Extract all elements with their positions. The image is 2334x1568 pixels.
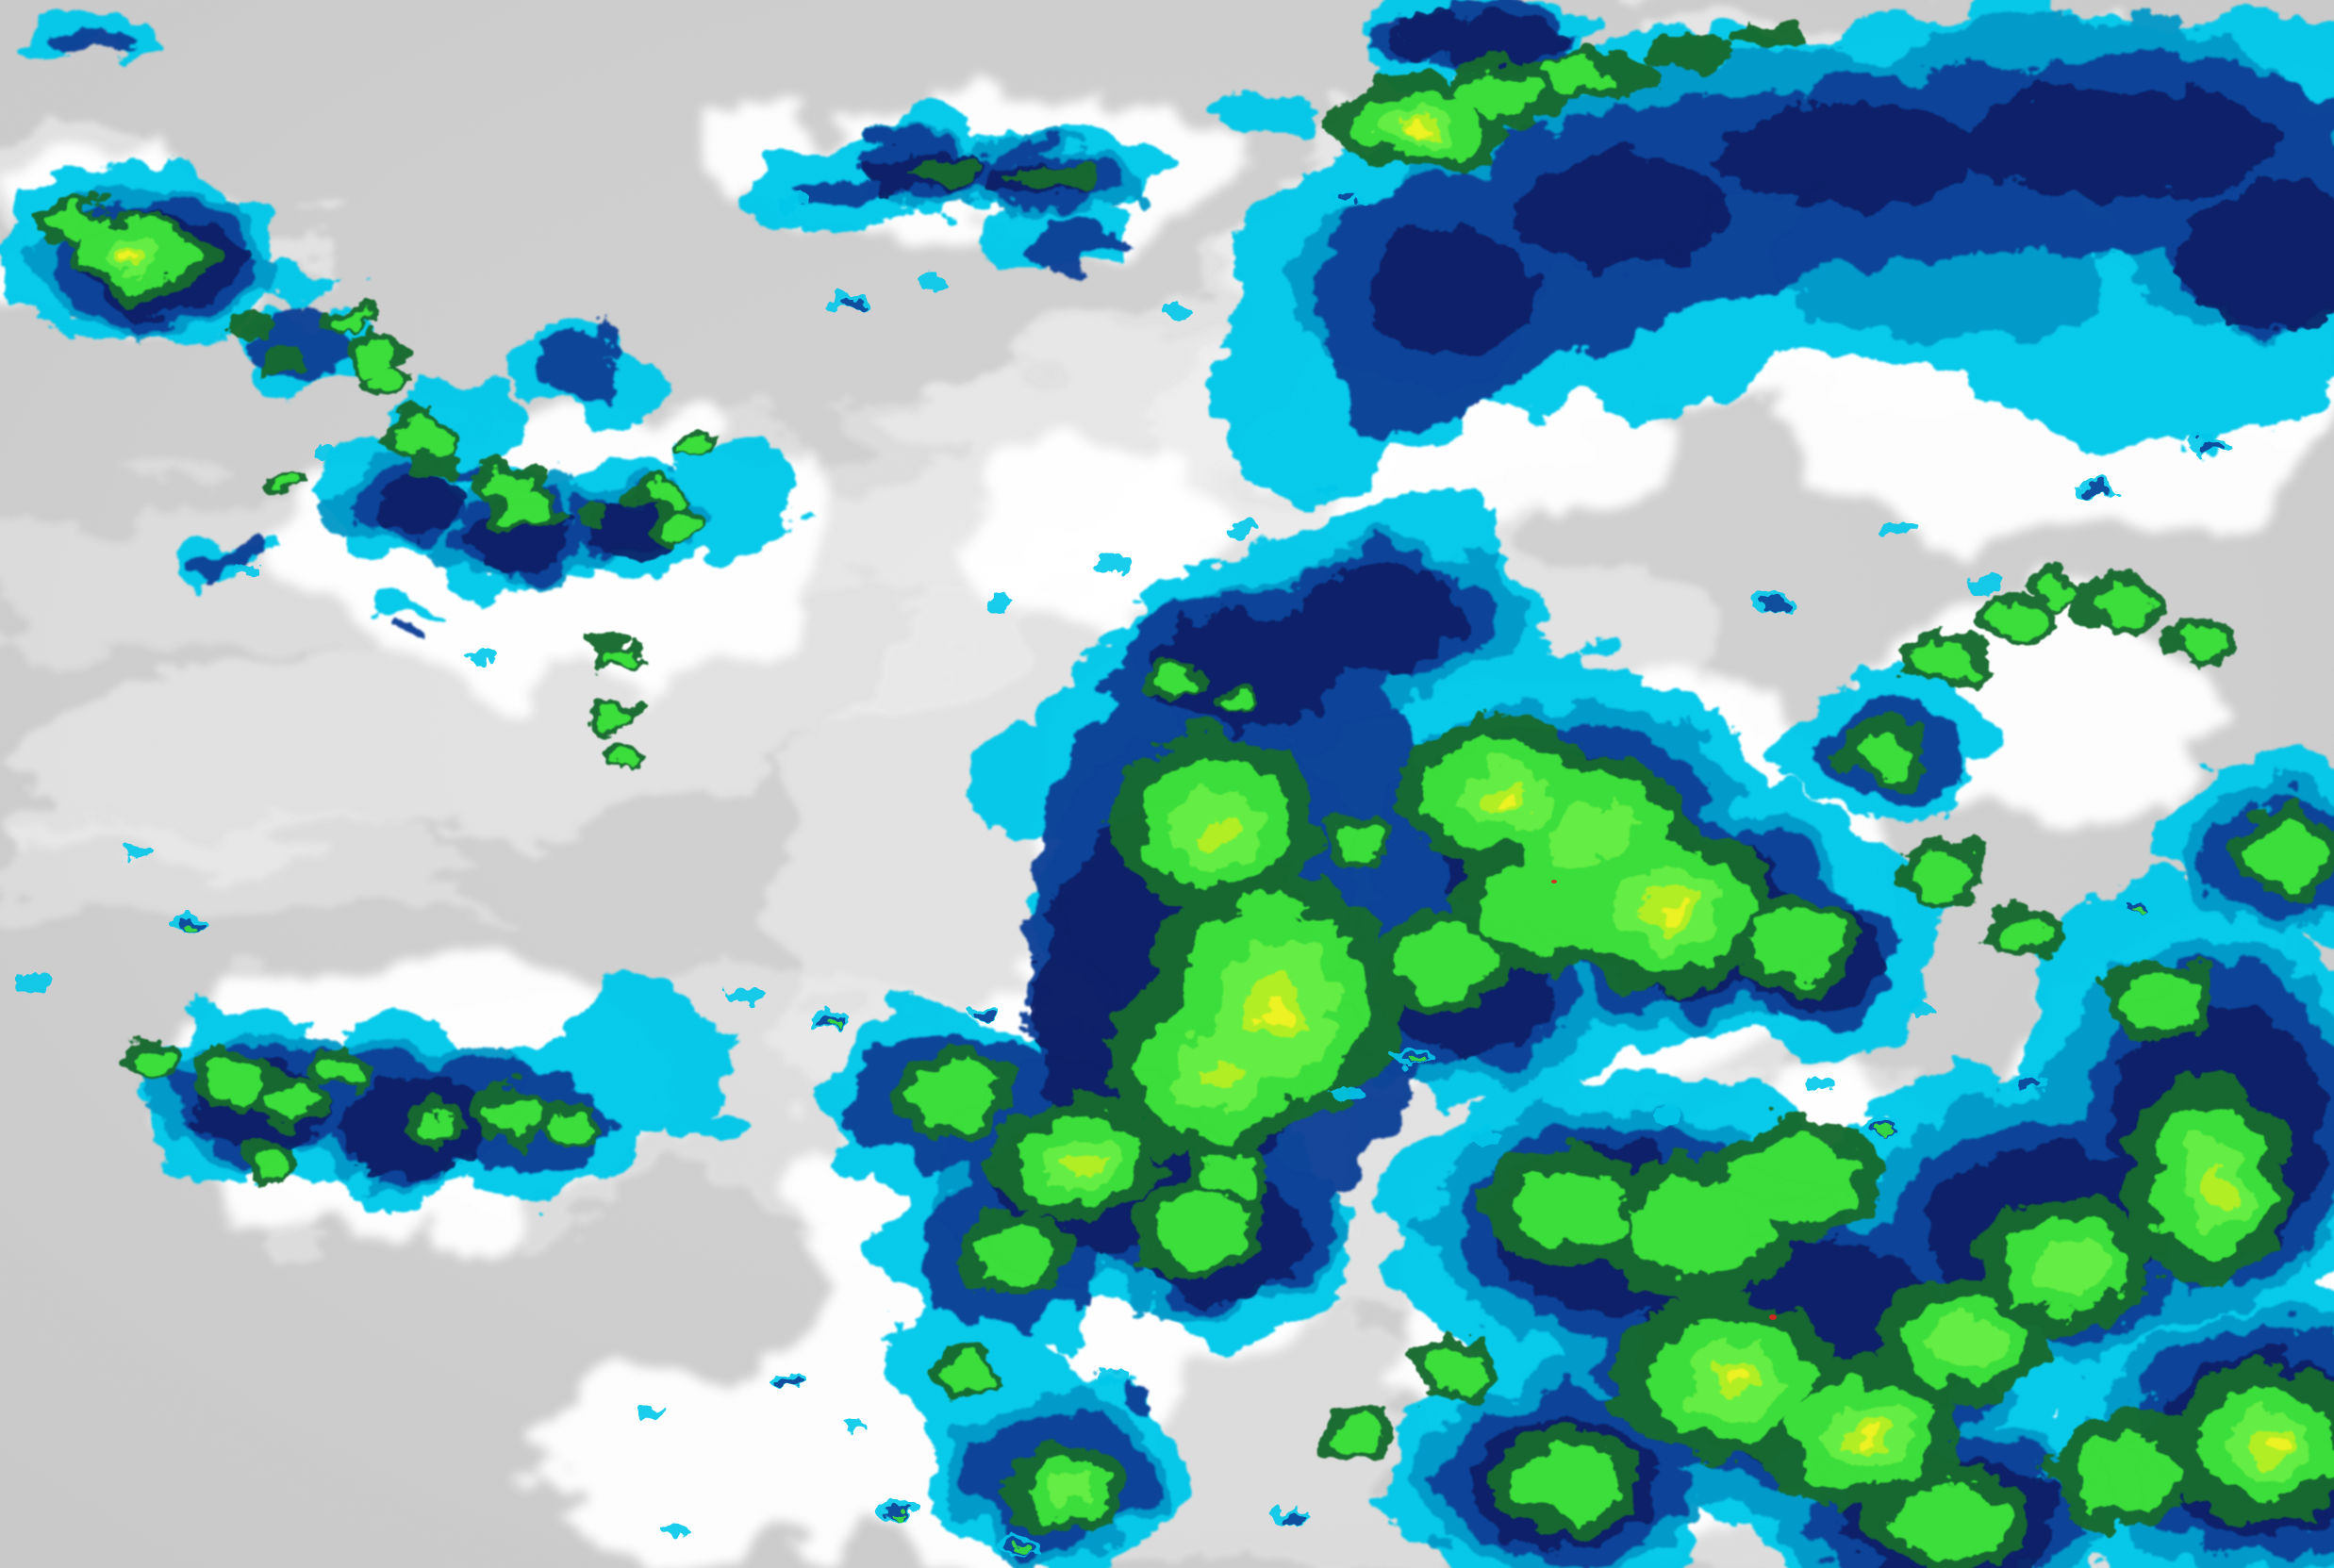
satellite-image-canvas: Enhanced Infrared Satellite Imagery Geos… — [0, 0, 2334, 1568]
sensor-noise-overlay — [0, 0, 2334, 1568]
